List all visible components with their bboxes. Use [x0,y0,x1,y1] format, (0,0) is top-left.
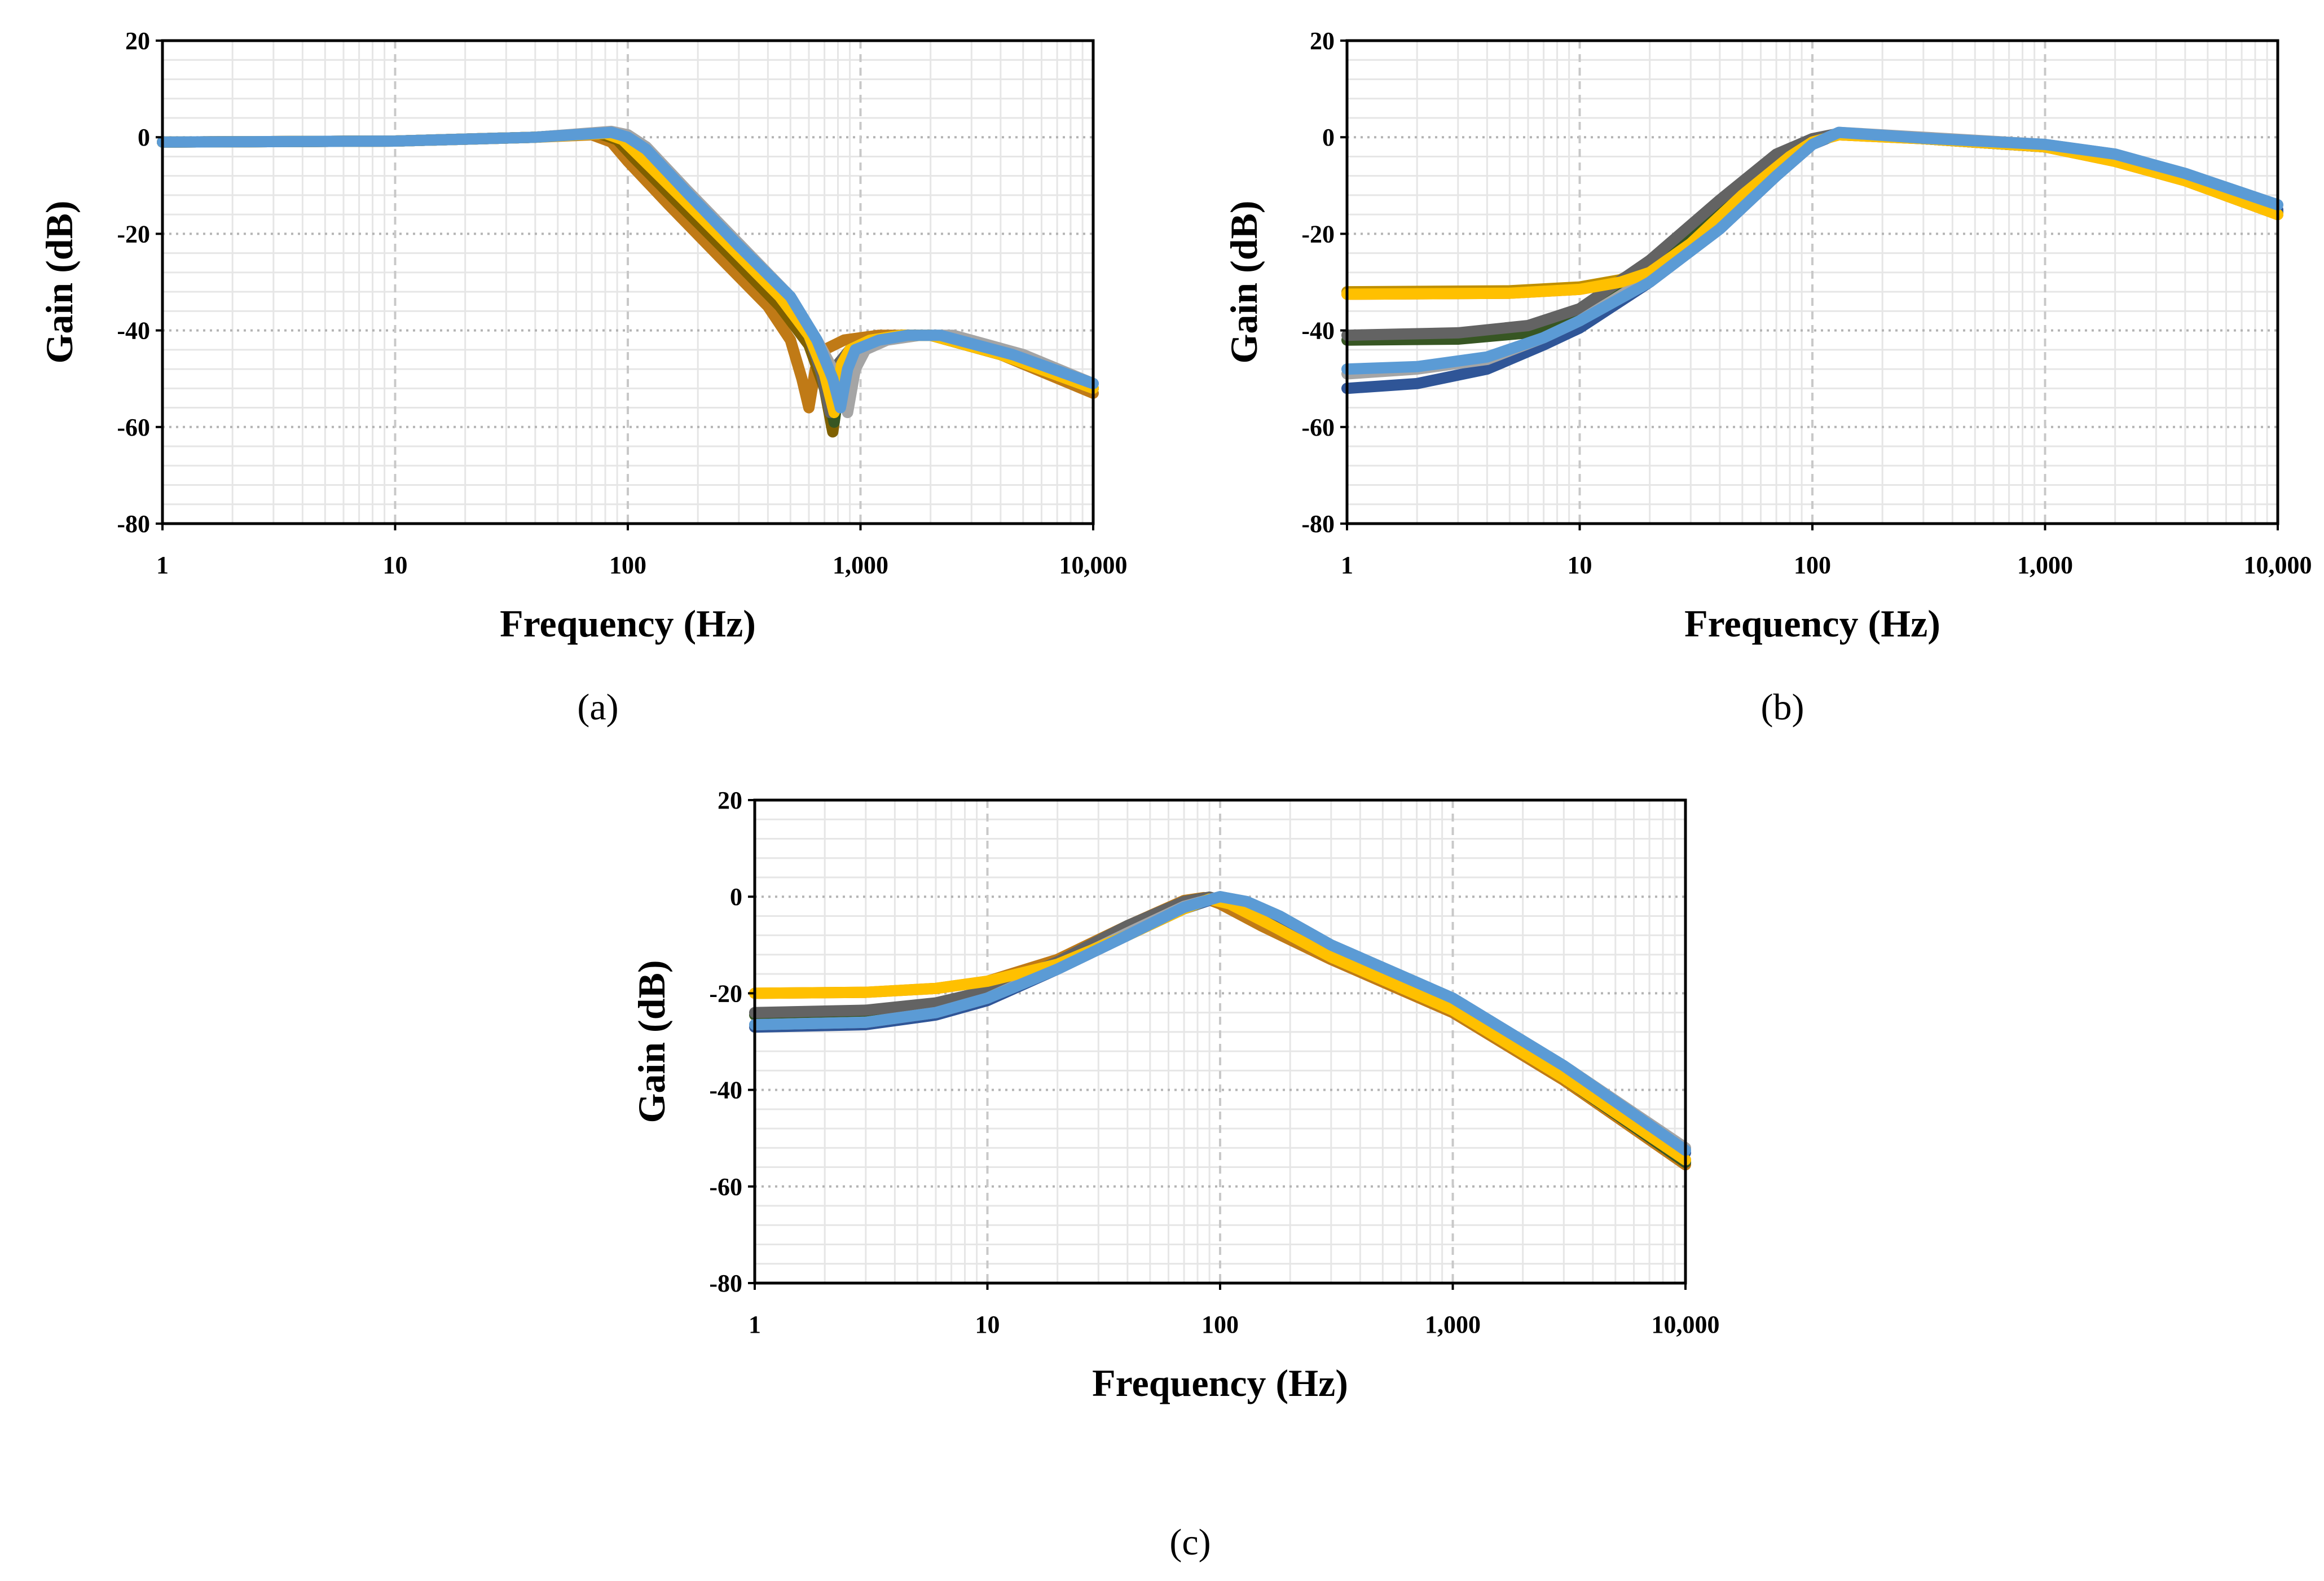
ytick-label: -80 [1301,510,1335,538]
series-c [749,891,1691,1171]
panel-label: (a) [577,687,618,728]
ytick-label: -20 [1301,220,1335,248]
chart-panel-b: 20 0 -20 -40 -60 -80 1 10 100 1,000 10,0… [1222,27,2312,728]
yticks-a: 20 0 -20 -40 -60 -80 [117,27,150,538]
x-axis-title: Frequency (Hz) [1092,1362,1348,1404]
ytick-label: 20 [1310,27,1335,55]
ytick-label: -40 [709,1077,742,1104]
xtick-label: 1,000 [2017,551,2073,579]
yticks-c: 20 0 -20 -40 -60 -80 [709,787,742,1297]
series-line-s7 [157,126,1099,414]
x-axis-title: Frequency (Hz) [500,602,756,645]
xtick-label: 10 [383,551,408,579]
ytick-label: 20 [718,787,742,814]
y-axis-title: Gain (dB) [38,200,81,363]
xtick-label: 1 [749,1311,761,1338]
ytick-label: 0 [730,883,742,911]
xtick-label: 1 [1341,551,1353,579]
xtick-label: 10 [975,1311,1000,1338]
panel-label: (c) [1169,1522,1211,1563]
ytick-label: -20 [117,220,150,248]
ytick-label: -80 [709,1270,742,1297]
ytick-label: 20 [125,27,150,55]
xtick-label: 100 [1201,1311,1239,1338]
xtick-label: 100 [1794,551,1831,579]
ytick-label: -80 [117,510,150,538]
ytick-label: -60 [1301,414,1335,441]
grid-b [1347,41,2278,524]
ytick-label: 0 [138,124,150,151]
series-line-s8 [1341,126,2283,375]
chart-panel-a: 20 0 -20 -40 -60 -80 1 10 100 1,000 10,0… [38,27,1128,728]
ytick-label: -40 [117,317,150,345]
xticks-b: 1 10 100 1,000 10,000 [1341,551,2312,579]
xtick-label: 1 [156,551,169,579]
xtick-label: 1,000 [1425,1311,1481,1338]
yticks-b: 20 0 -20 -40 -60 -80 [1301,27,1335,538]
xtick-label: 10 [1568,551,1592,579]
grid-a [162,41,1093,524]
xticks-a: 1 10 100 1,000 10,000 [156,551,1128,579]
xticks-c: 1 10 100 1,000 10,000 [749,1311,1720,1338]
ytick-label: -40 [1301,317,1335,345]
y-axis-title: Gain (dB) [630,960,673,1123]
y-axis-title: Gain (dB) [1222,200,1265,363]
xtick-label: 10,000 [2244,551,2312,579]
xtick-label: 100 [609,551,646,579]
xtick-label: 10,000 [1059,551,1128,579]
grid-c [755,800,1685,1283]
series-line-s7 [749,891,1691,1156]
ytick-label: -60 [709,1173,742,1201]
ytick-label: -20 [709,980,742,1007]
xtick-label: 10,000 [1652,1311,1720,1338]
series-a [157,125,1099,438]
chart-panel-c: 20 0 -20 -40 -60 -80 1 10 100 1,000 10,0… [630,787,1720,1563]
xtick-label: 1,000 [833,551,888,579]
series-b [1341,126,2283,394]
panel-label: (b) [1761,687,1804,728]
x-axis-title: Frequency (Hz) [1684,602,1940,645]
ytick-label: 0 [1322,124,1335,151]
ytick-label: -60 [117,414,150,441]
